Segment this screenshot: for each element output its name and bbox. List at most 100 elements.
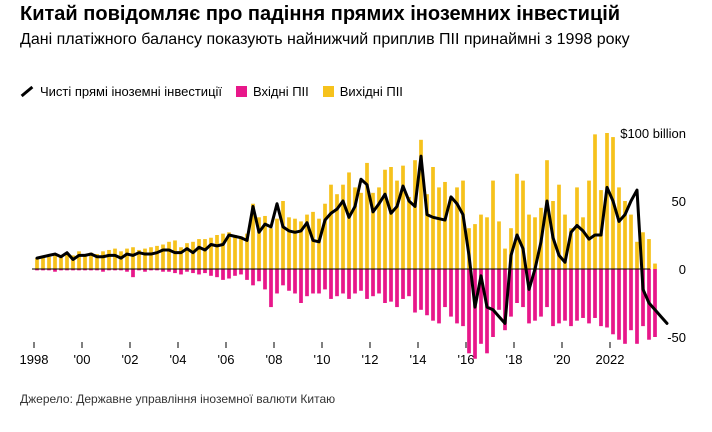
outbound-bar	[203, 239, 207, 269]
x-axis-labels: 1998 '00 '02 '04 '06 '08 '10 '12 '14 '16 '18 '20 202…	[20, 342, 624, 367]
outbound-bar	[233, 235, 237, 269]
x-tick-label: '08	[266, 352, 283, 367]
inbound-bar	[149, 269, 153, 271]
outbound-bar	[47, 256, 51, 269]
inbound-bar	[173, 269, 177, 274]
outbound-bar	[83, 254, 87, 269]
outbound-bar	[389, 167, 393, 269]
inbound-bar	[437, 269, 441, 324]
inbound-bar	[197, 269, 201, 275]
outbound-bar	[113, 248, 117, 269]
outbound-bar	[191, 241, 195, 269]
inbound-bar	[257, 269, 261, 282]
inbound-bars	[35, 269, 657, 359]
outbound-bar	[149, 247, 153, 269]
inbound-bar	[515, 269, 519, 303]
outbound-bar	[395, 180, 399, 269]
outbound-bar	[305, 214, 309, 269]
x-tick-label: '00	[74, 352, 91, 367]
inbound-bar	[359, 269, 363, 291]
outbound-bar	[299, 221, 303, 269]
outbound-bar	[269, 228, 273, 269]
outbound-bar	[425, 194, 429, 269]
inbound-bar	[353, 269, 357, 294]
outbound-bar	[53, 254, 57, 269]
inbound-bar	[131, 269, 135, 278]
outbound-bar	[251, 203, 255, 269]
outbound-bar	[65, 252, 69, 269]
outbound-bar	[323, 203, 327, 269]
y-tick-label: -50	[667, 330, 686, 345]
outbound-bar	[557, 184, 561, 269]
outbound-bar	[215, 235, 219, 269]
outbound-bar	[413, 160, 417, 269]
outbound-bar	[161, 244, 165, 269]
outbound-bar	[329, 184, 333, 269]
outbound-bar	[341, 184, 345, 269]
inbound-bar	[611, 269, 615, 335]
legend-swatch-outbound	[322, 85, 334, 97]
net-fdi-line-group	[35, 154, 669, 325]
inbound-bar	[185, 269, 189, 272]
inbound-bar	[293, 269, 297, 294]
outbound-bar	[353, 187, 357, 269]
outbound-bar	[509, 228, 513, 269]
outbound-bar	[77, 251, 81, 269]
inbound-bar	[413, 269, 417, 313]
inbound-bar	[137, 269, 141, 271]
inbound-bar	[215, 269, 219, 278]
outbound-bar	[479, 214, 483, 269]
inbound-bar	[479, 269, 483, 344]
y-tick-label: $100 billion	[620, 126, 686, 141]
inbound-bar	[77, 269, 81, 271]
inbound-bar	[395, 269, 399, 308]
inbound-bar	[545, 269, 549, 308]
outbound-bar	[587, 180, 591, 269]
inbound-bar	[335, 269, 339, 297]
chart-subtitle: Дані платіжного балансу показують найниж…	[20, 31, 630, 48]
outbound-bar	[347, 172, 351, 269]
inbound-bar	[275, 269, 279, 294]
outbound-bar	[167, 241, 171, 269]
outbound-bar	[371, 192, 375, 269]
legend-label-outbound: Вихідні ПІІ	[339, 83, 403, 99]
inbound-bar	[347, 269, 351, 299]
x-tick-label: '18	[506, 352, 523, 367]
inbound-bar	[89, 269, 93, 271]
inbound-bar	[407, 269, 411, 297]
inbound-bar	[635, 269, 639, 344]
outbound-bar	[605, 133, 609, 269]
outbound-bar	[197, 239, 201, 269]
outbound-bar	[101, 251, 105, 269]
outbound-bar	[623, 201, 627, 269]
legend-label-inbound: Вхідні ПІІ	[253, 83, 309, 99]
inbound-bar	[179, 269, 183, 275]
outbound-bar	[383, 169, 387, 269]
outbound-bar	[125, 248, 129, 269]
inbound-bar	[389, 269, 393, 302]
inbound-bar	[161, 269, 165, 272]
x-tick-label: 1998	[20, 352, 49, 367]
outbound-bar	[131, 247, 135, 269]
outbound-bar	[629, 214, 633, 269]
outbound-bar	[365, 162, 369, 269]
inbound-bar	[59, 269, 63, 271]
outbound-bar	[503, 248, 507, 269]
x-tick-label: '10	[314, 352, 331, 367]
inbound-bar	[107, 269, 111, 271]
inbound-bar	[587, 269, 591, 324]
inbound-bar	[509, 269, 513, 317]
x-tick-label: '06	[218, 352, 235, 367]
inbound-bar	[533, 269, 537, 321]
outbound-bar	[293, 218, 297, 269]
outbound-bar	[443, 181, 447, 269]
inbound-bar	[53, 269, 57, 272]
inbound-bar	[425, 269, 429, 316]
outbound-bar	[545, 160, 549, 269]
outbound-bar	[263, 215, 267, 269]
outbound-bar	[515, 173, 519, 269]
outbound-bar	[239, 236, 243, 269]
outbound-bar	[245, 233, 249, 269]
inbound-bar	[443, 269, 447, 308]
inbound-bar	[365, 269, 369, 299]
